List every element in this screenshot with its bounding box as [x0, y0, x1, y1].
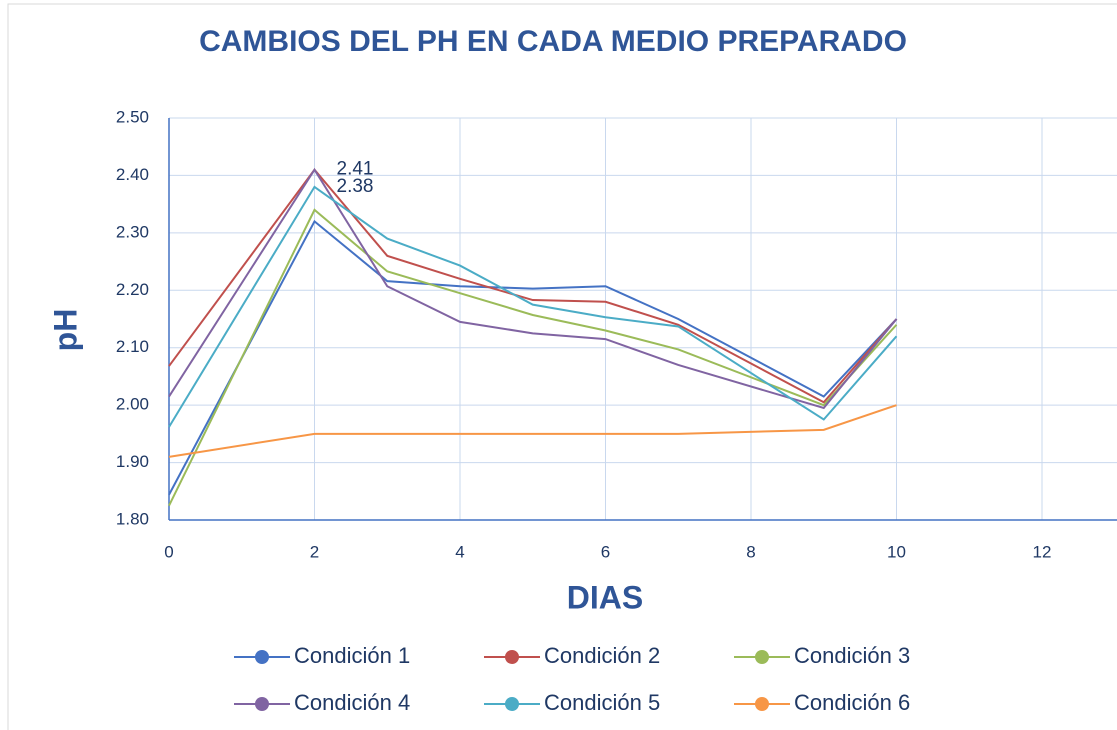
x-tick-label: 6 [601, 542, 610, 561]
series-line [168, 168, 898, 404]
chart-title: CAMBIOS DEL PH EN CADA MEDIO PREPARADO [199, 25, 907, 58]
legend-label: Condición 1 [294, 643, 410, 668]
y-tick-label: 2.20 [116, 280, 149, 299]
x-tick-label: 0 [164, 542, 173, 561]
x-axis-label: DIAS [567, 579, 643, 615]
legend-marker [255, 697, 269, 711]
series-line [168, 185, 898, 428]
x-tick-label: 2 [310, 542, 319, 561]
legend-label: Condición 6 [794, 690, 910, 715]
y-tick-label: 2.50 [116, 107, 149, 126]
y-axis-label: pH [47, 309, 83, 352]
y-tick-label: 2.40 [116, 165, 149, 184]
legend-marker [505, 650, 519, 664]
series-line [168, 167, 898, 410]
legend-marker [505, 697, 519, 711]
legend-label: Condición 4 [294, 690, 410, 715]
x-tick-label: 12 [1033, 542, 1052, 561]
y-tick-label: 1.80 [116, 509, 149, 528]
x-tick-label: 4 [455, 542, 464, 561]
x-tick-label: 8 [746, 542, 755, 561]
x-tick-label: 10 [887, 542, 906, 561]
y-tick-label: 1.90 [116, 452, 149, 471]
y-tick-label: 2.30 [116, 222, 149, 241]
data-label: 2.41 [337, 159, 374, 180]
y-tick-label: 2.10 [116, 337, 149, 356]
data-label: 2.38 [337, 176, 374, 197]
y-tick-label: 2.00 [116, 395, 149, 414]
series-line [168, 219, 898, 496]
legend-label: Condición 3 [794, 643, 910, 668]
series-line [168, 208, 898, 507]
legend-marker [255, 650, 269, 664]
legend-label: Condición 2 [544, 643, 660, 668]
legend-label: Condición 5 [544, 690, 660, 715]
series-line [168, 404, 897, 458]
chart-frame [7, 3, 1117, 730]
legend-marker [755, 650, 769, 664]
legend-marker [755, 697, 769, 711]
